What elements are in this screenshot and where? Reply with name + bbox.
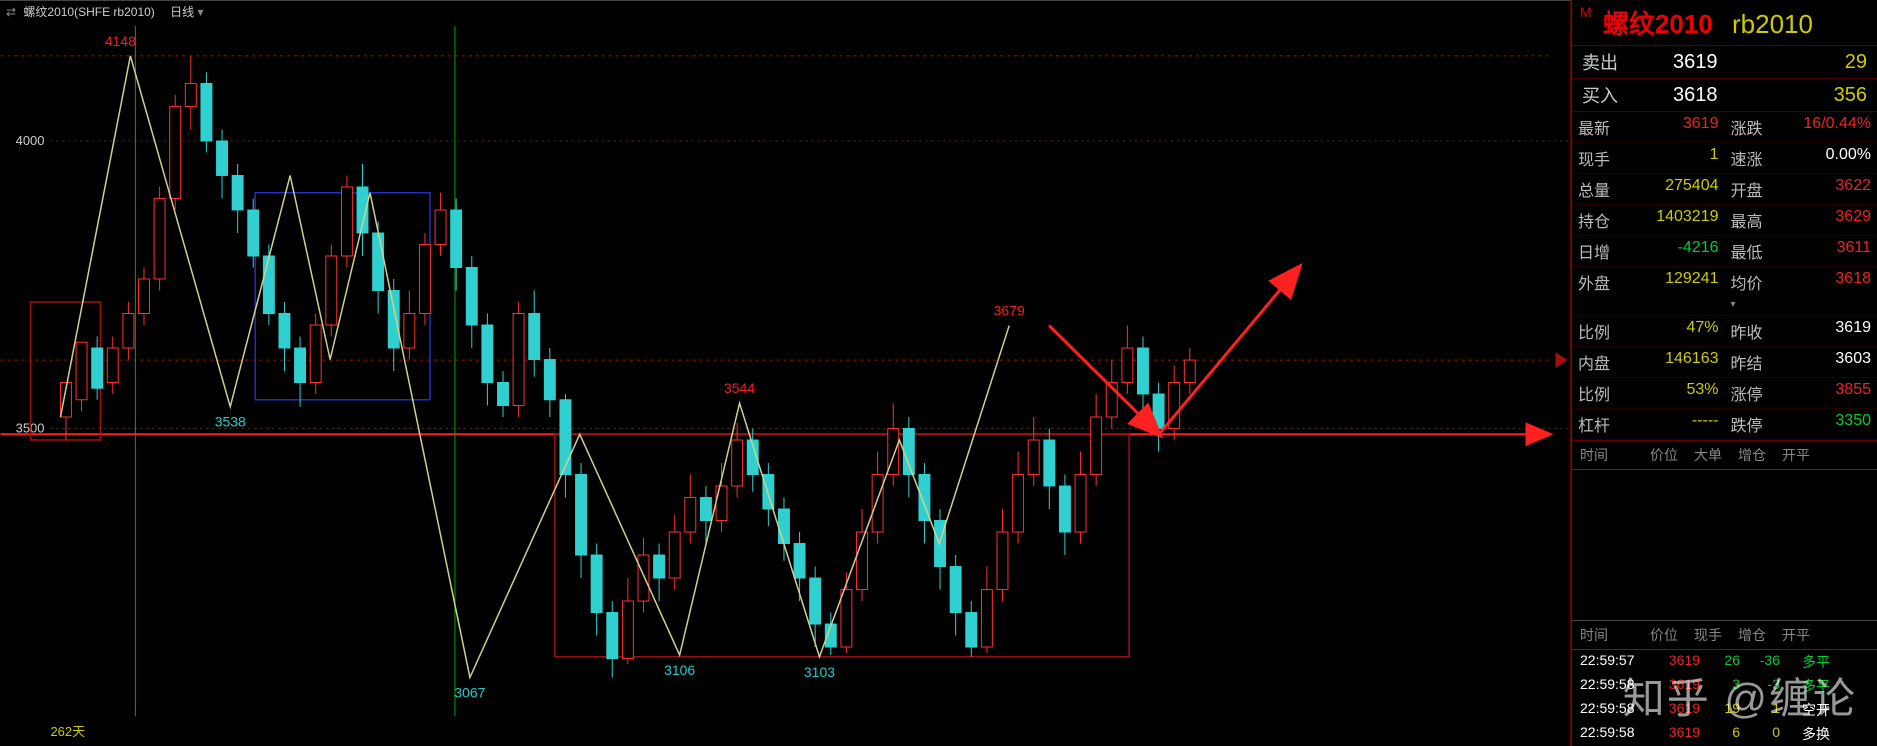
stat-value: ----- [1620,409,1725,440]
buy-price: 3618 [1638,84,1753,107]
stat-value: 3622 [1773,174,1877,205]
stat-value: 1 [1620,143,1725,174]
link-icon: ⇄ [6,5,16,19]
stat-label: 均价 ▾ [1725,267,1773,316]
stat-value: 3619 [1620,112,1725,143]
quote-panel: M 螺纹2010 rb2010 卖出 3619 29 买入 3618 356 最… [1571,0,1877,746]
tick-col-header: 大单 [1678,445,1722,465]
stat-value: -4216 [1620,236,1725,267]
tick-header-small: 时间价位现手增仓开平 [1572,621,1877,650]
buy-volume: 356 [1753,84,1868,107]
svg-text:262天: 262天 [50,724,85,739]
stat-value: 3619 [1773,316,1877,347]
stat-value: 53% [1620,378,1725,409]
chart-title: ⇄ 螺纹2010(SHFE rb2010) 日线 ▾ [6,3,204,20]
stat-value: 1403219 [1620,205,1725,236]
tick-col-header: 价位 [1634,445,1678,465]
stat-label: 最新 [1572,112,1620,143]
stat-label: 涨跌 [1725,112,1773,143]
stat-value: 3603 [1773,347,1877,378]
sell-price: 3619 [1638,51,1753,74]
stat-label: 内盘 [1572,347,1620,378]
tick-col-header: 时间 [1580,625,1634,645]
tick-col-header: 开平 [1766,625,1810,645]
stat-label: 总量 [1572,174,1620,205]
watermark: 知乎 @缠论 [1623,665,1857,726]
tick-blank-area [1572,470,1877,621]
svg-text:3103: 3103 [804,664,835,680]
panel-title: M 螺纹2010 rb2010 [1572,0,1877,46]
instrument-name: 螺纹2010(SHFE rb2010) [23,5,154,19]
stat-label: 最高 [1725,205,1773,236]
tick-col-header: 开平 [1766,445,1810,465]
stat-value: 129241 [1620,267,1725,316]
svg-text:3544: 3544 [724,380,755,396]
tick-header-large: 时间价位大单增仓开平 [1572,441,1877,470]
stats-grid: 最新3619涨跌16/0.44%现手1速涨0.00%总量275404开盘3622… [1572,112,1877,441]
stat-value: 16/0.44% [1773,112,1877,143]
timeframe-label: 日线 [170,5,194,19]
stat-value: 3611 [1773,236,1877,267]
stat-label: 外盘 [1572,267,1620,316]
price-chart[interactable]: 350040004148353830673106354431033679262天 [0,1,1570,746]
stat-value: 0.00% [1773,143,1877,174]
stat-label: 速涨 [1725,143,1773,174]
tick-col-header: 增仓 [1722,625,1766,645]
stat-label: 持仓 [1572,205,1620,236]
stat-label: 最低 [1725,236,1773,267]
stat-label: 现手 [1572,143,1620,174]
svg-text:4000: 4000 [16,133,45,148]
buy-label: 买入 [1582,82,1638,108]
buy-row[interactable]: 买入 3618 356 [1572,79,1877,112]
stat-label: 比例 [1572,316,1620,347]
sell-label: 卖出 [1582,49,1638,75]
stat-label: 比例 [1572,378,1620,409]
stat-value: 275404 [1620,174,1725,205]
chart-area[interactable]: ⇄ 螺纹2010(SHFE rb2010) 日线 ▾ 3500400041483… [0,0,1571,746]
stat-label: 日增 [1572,236,1620,267]
stat-value: 3350 [1773,409,1877,440]
svg-text:3067: 3067 [454,684,485,700]
stat-value: 3618 [1773,267,1877,316]
tick-col-header: 时间 [1580,445,1634,465]
svg-text:3538: 3538 [215,414,246,430]
svg-text:3679: 3679 [994,303,1025,319]
sell-volume: 29 [1753,51,1868,74]
tick-col-header: 价位 [1634,625,1678,645]
stat-value: 3855 [1773,378,1877,409]
panel-instrument-name: 螺纹2010 [1603,9,1713,39]
stat-label: 昨结 [1725,347,1773,378]
stat-value: 3629 [1773,205,1877,236]
stat-value: 146163 [1620,347,1725,378]
svg-text:3106: 3106 [664,662,695,678]
tick-col-header: 现手 [1678,625,1722,645]
sell-row[interactable]: 卖出 3619 29 [1572,46,1877,79]
stat-label: 涨停 [1725,378,1773,409]
dropdown-icon[interactable]: ▾ [198,5,204,19]
stat-value: 47% [1620,316,1725,347]
stat-label: 跌停 [1725,409,1773,440]
market-badge: M [1580,4,1592,20]
stat-label: 昨收 [1725,316,1773,347]
panel-instrument-code: rb2010 [1732,9,1813,39]
stat-label: 杠杆 [1572,409,1620,440]
tick-col-header: 增仓 [1722,445,1766,465]
svg-text:4148: 4148 [105,33,136,49]
stat-label: 开盘 [1725,174,1773,205]
